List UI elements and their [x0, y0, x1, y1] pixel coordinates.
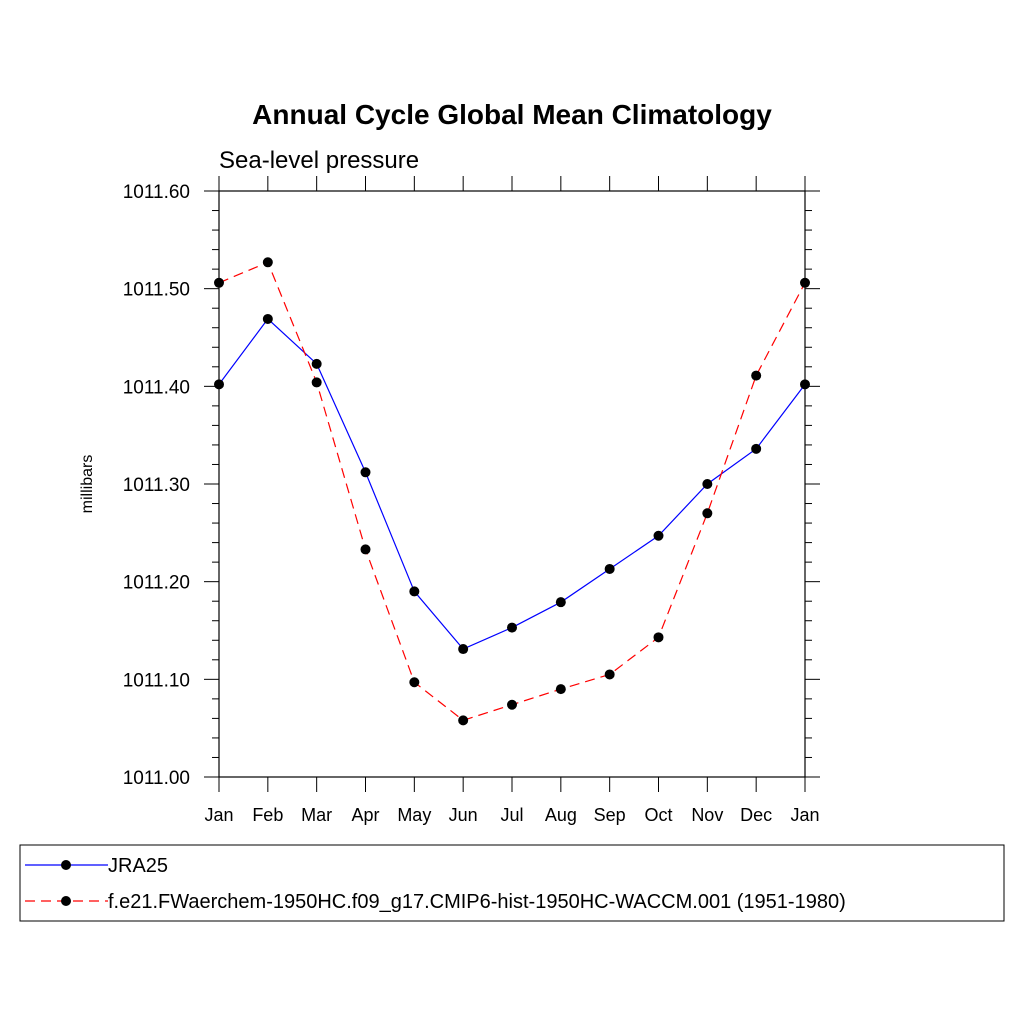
series-point-1: [507, 699, 517, 710]
x-tick-label: Apr: [351, 805, 379, 825]
y-tick-label: 1011.40: [123, 377, 190, 398]
x-tick-label: Jun: [449, 805, 478, 825]
legend-marker-1: [61, 896, 71, 906]
y-tick-label: 1011.20: [123, 573, 190, 594]
series-layer: [214, 257, 810, 726]
chart-title: Annual Cycle Global Mean Climatology: [252, 99, 772, 130]
series-point-0: [653, 530, 664, 541]
x-tick-label: Feb: [252, 805, 283, 825]
chart-subtitle: Sea-level pressure: [219, 147, 419, 174]
axis-ticks: 1011.00 1011.10 1011.20 1011.30 1011.40 1011.…: [123, 176, 820, 825]
y-axis-label: millibars: [79, 455, 96, 514]
series-point-1: [311, 377, 322, 388]
series-point-0: [458, 644, 469, 655]
y-tick-label: 1011.30: [123, 475, 190, 496]
legend: JRA25 f.e21.FWaerchem-1950HC.f09_g17.CMIP…: [19, 844, 1005, 922]
series-point-0: [800, 379, 810, 390]
series-line-1: [218, 261, 806, 722]
series-point-0: [555, 597, 566, 608]
x-tick-label: Nov: [691, 805, 723, 825]
series-point-1: [604, 669, 615, 680]
legend-label-1: f.e21.FWaerchem-1950HC.f09_g17.CMIP6-his…: [108, 891, 846, 913]
series-point-0: [311, 358, 322, 369]
x-tick-label: Jul: [500, 805, 523, 825]
series-point-0: [702, 479, 713, 489]
legend-box: [19, 844, 1005, 922]
x-tick-label: Aug: [545, 805, 577, 825]
series-point-1: [653, 632, 664, 643]
series-point-0: [409, 586, 420, 597]
x-tick-label: Jan: [790, 805, 819, 825]
series-point-1: [409, 677, 420, 688]
y-tick-label: 1011.10: [123, 670, 190, 691]
x-tick-label: Jan: [204, 805, 233, 825]
series-point-1: [360, 544, 371, 555]
legend-marker-0: [61, 860, 71, 870]
y-tick-label: 1011.50: [123, 280, 190, 301]
series-point-1: [262, 257, 273, 268]
series-point-0: [262, 313, 273, 324]
y-tick-label: 1011.60: [123, 182, 190, 203]
series-point-1: [214, 277, 224, 288]
x-tick-label: Sep: [594, 805, 626, 825]
series-point-0: [214, 379, 224, 390]
series-point-0: [604, 563, 615, 574]
series-point-1: [702, 508, 713, 519]
series-point-1: [751, 370, 762, 381]
x-tick-label: Dec: [740, 805, 772, 825]
x-tick-label: May: [397, 805, 431, 825]
series-point-0: [751, 443, 762, 454]
x-tick-label: Mar: [301, 805, 332, 825]
series-line-0: [218, 318, 806, 650]
series-point-1: [458, 715, 469, 726]
series-point-0: [360, 467, 371, 478]
series-point-0: [507, 622, 517, 633]
series-point-1: [800, 277, 810, 288]
plot-frame: [218, 190, 806, 778]
x-tick-label: Oct: [644, 805, 672, 825]
y-tick-label: 1011.00: [123, 768, 190, 789]
series-point-1: [555, 684, 566, 695]
legend-label-0: JRA25: [108, 855, 168, 877]
